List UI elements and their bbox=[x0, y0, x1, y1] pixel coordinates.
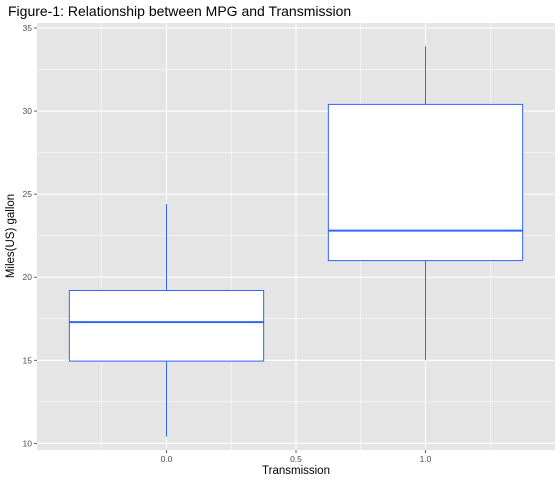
box-group-0 bbox=[68, 204, 265, 437]
y-axis-title: Miles(US) gallon bbox=[5, 194, 17, 278]
box-iqr bbox=[327, 103, 524, 262]
x-tick-label: 0.0 bbox=[161, 454, 173, 464]
y-tick-label: 15 bbox=[23, 355, 33, 365]
x-axis: 0.0 0.5 1.0 bbox=[161, 450, 432, 464]
y-tick-label: 10 bbox=[23, 438, 33, 448]
y-tick-label: 30 bbox=[23, 106, 33, 116]
y-tick-label: 20 bbox=[23, 272, 33, 282]
boxplot-series bbox=[68, 46, 524, 437]
box-iqr bbox=[68, 289, 265, 362]
x-tick-label: 0.5 bbox=[290, 454, 302, 464]
box-group-1 bbox=[327, 46, 524, 361]
y-tick-label: 35 bbox=[23, 23, 33, 33]
x-tick-label: 1.0 bbox=[420, 454, 432, 464]
y-axis: 10 15 20 25 30 35 bbox=[23, 23, 37, 448]
x-axis-title: Transmission bbox=[262, 465, 330, 477]
y-tick-label: 25 bbox=[23, 189, 33, 199]
chart-title: Figure-1: Relationship between MPG and T… bbox=[8, 3, 351, 19]
